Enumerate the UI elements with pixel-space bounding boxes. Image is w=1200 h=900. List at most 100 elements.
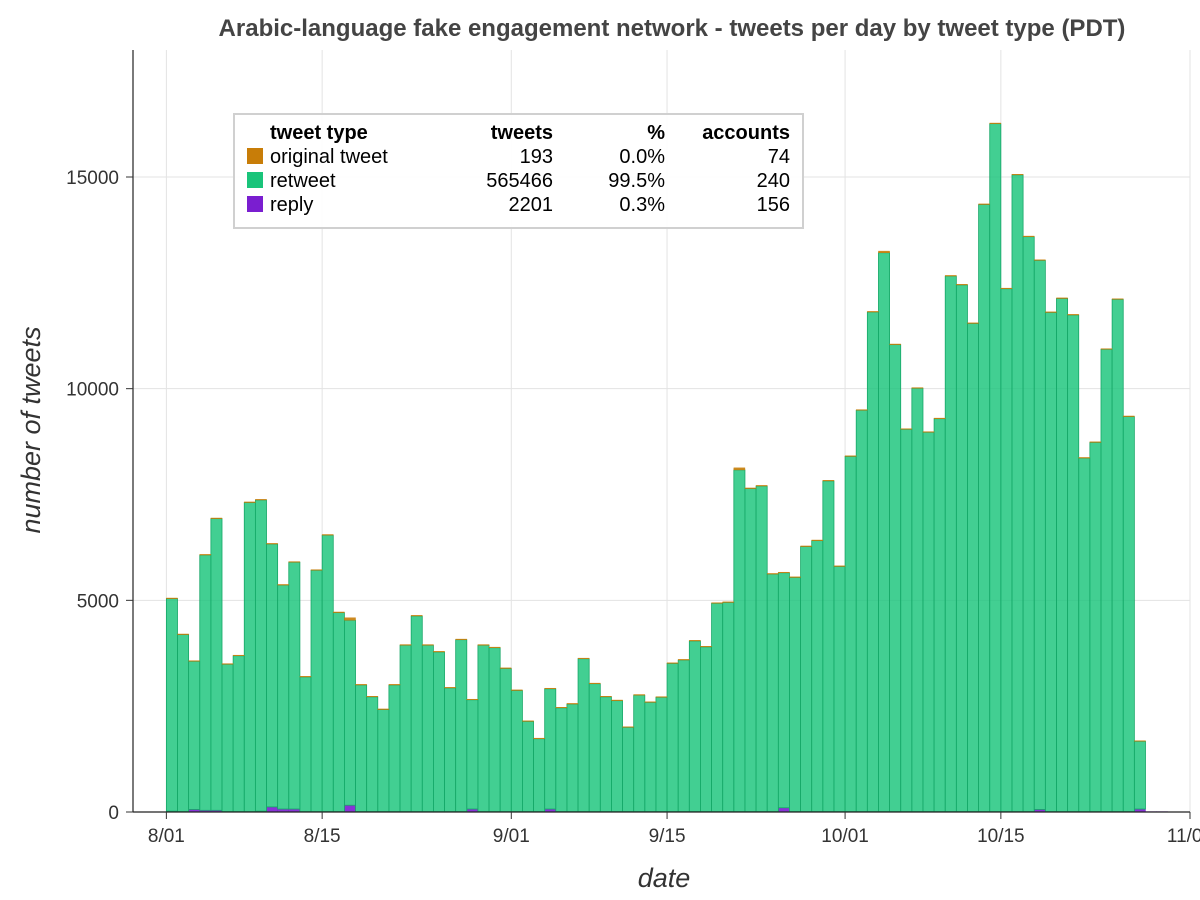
bar-retweet [433,651,445,812]
bar-original-tweet [232,654,245,656]
bar-retweet [1022,236,1035,812]
bar-original-tweet [889,343,901,345]
legend-header-pct: % [647,122,665,144]
legend-tweets-reply: 2201 [509,194,554,216]
bar-retweet [1100,348,1113,812]
legend-swatch-reply [247,196,263,212]
bar-original-tweet [433,651,445,653]
bar-original-tweet [611,699,623,701]
bar-original-tweet [399,644,412,646]
bar-retweet [911,387,924,812]
bar-original-tweet [466,698,479,701]
bar-retweet [688,640,701,812]
legend-swatch-retweet [247,172,263,188]
bar-original-tweet [933,417,946,419]
chart-title: Arabic-language fake engagement network … [219,15,1126,42]
legend-accounts-reply: 156 [757,194,790,216]
bar-original-tweet [555,707,568,709]
bar-original-tweet [778,571,790,574]
bar-retweet [544,688,557,810]
bar-original-tweet [733,467,746,471]
bar-original-tweet [1089,441,1102,443]
bar-retweet [299,676,312,812]
y-tick-label: 10000 [66,380,119,401]
bar-original-tweet [956,284,968,286]
bar-retweet [221,663,234,812]
ticks: 0 5000 10000 15000 8/01 8/15 9/01 9/15 10/01 10/1… [66,168,1200,847]
bar-original-tweet [789,576,801,578]
bar-original-tweet [333,611,345,613]
bar-original-tweet [689,640,701,642]
x-tick-label: 11/01 [1167,826,1200,847]
bar-original-tweet [1111,298,1124,300]
y-tick-label: 15000 [66,168,119,189]
bar-retweet [967,323,980,812]
bar-original-tweet [199,554,212,556]
bar-retweet [1011,174,1024,812]
bar-reply [344,805,356,813]
bar-reply [778,807,790,813]
bar-retweet [711,602,724,812]
bar-retweet [388,684,401,812]
bar-original-tweet [967,322,979,324]
bar-original-tweet [422,644,434,646]
bar-retweet [944,275,957,812]
bar-original-tweet [900,428,913,430]
bar-retweet [188,660,201,810]
bar-original-tweet [577,657,590,659]
bar-retweet [1044,312,1057,812]
bar-retweet [399,644,412,812]
bar-original-tweet [1011,174,1024,176]
legend-pct-original-tweet: 0.0% [619,146,665,168]
bar-retweet [499,668,512,812]
bar-retweet [288,561,301,810]
bar-original-tweet [410,615,423,617]
x-tick-label: 9/15 [649,826,686,847]
bar-original-tweet [622,726,634,728]
bar-retweet [455,639,468,812]
bar-original-tweet [544,687,557,690]
bar-retweet [933,418,946,812]
bar-original-tweet [355,684,367,686]
bar-original-tweet [800,545,812,547]
legend-accounts-retweet: 240 [757,170,790,192]
bar-retweet [1056,298,1069,812]
bar-original-tweet [833,565,846,567]
bar-retweet [466,699,479,810]
bar-retweet [922,431,935,812]
bar-original-tweet [210,517,223,519]
bar-retweet [533,738,546,812]
bar-retweet [266,543,279,808]
legend-header-tweets: tweets [491,122,553,144]
bar-retweet [1089,442,1102,812]
bar-original-tweet [321,534,334,536]
bar-retweet [722,602,735,812]
bar-original-tweet [522,720,534,722]
bar-original-tweet [878,250,890,253]
legend-box [233,113,804,229]
bar-retweet [177,634,190,812]
bar-original-tweet [744,487,757,489]
bar-retweet [889,344,902,812]
bar-original-tweet [856,409,868,411]
y-tick-label: 5000 [77,591,119,612]
bar-retweet [955,284,968,812]
bar-original-tweet [1100,348,1113,350]
bar-retweet [210,518,223,811]
bar-original-tweet [600,696,612,698]
x-tick-label: 8/01 [148,826,185,847]
bar-original-tweet [655,696,668,698]
bar-retweet [377,709,390,812]
bar-retweet [978,204,991,812]
bar-original-tweet [533,737,545,739]
bar-original-tweet [455,638,467,640]
bar-original-tweet [177,633,189,635]
bar-original-tweet [366,696,378,698]
bar-retweet [254,499,267,812]
bar-original-tweet [867,311,879,313]
x-tick-label: 10/15 [977,826,1025,847]
bar-retweet [1122,416,1135,812]
legend-header-type: tweet type [270,122,368,144]
x-tick-label: 8/15 [304,826,341,847]
